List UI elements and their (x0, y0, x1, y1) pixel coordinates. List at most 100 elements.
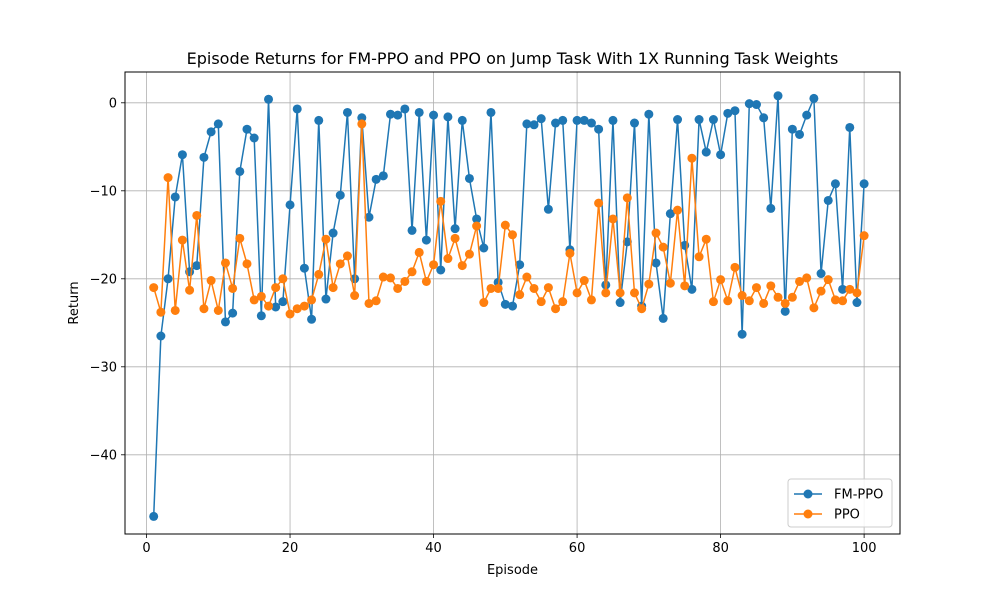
data-point-ppo (450, 233, 460, 243)
data-point-ppo (565, 248, 575, 258)
data-point-ppo (199, 304, 209, 314)
data-point-ppo (601, 288, 611, 298)
data-point-fm-ppo (292, 104, 302, 114)
data-point-ppo (823, 275, 833, 285)
data-point-fm-ppo (766, 203, 776, 213)
data-point-ppo (220, 258, 230, 268)
data-point-fm-ppo (156, 331, 166, 341)
legend-label-ppo: PPO (834, 508, 860, 523)
data-point-ppo (629, 288, 639, 298)
data-point-fm-ppo (730, 106, 740, 116)
data-point-fm-ppo (586, 118, 596, 128)
x-tick-label: 40 (425, 541, 442, 556)
data-point-ppo (701, 234, 711, 244)
data-point-fm-ppo (400, 104, 410, 114)
data-point-fm-ppo (508, 301, 517, 311)
data-point-ppo (694, 252, 704, 262)
data-point-fm-ppo (773, 91, 783, 101)
data-point-fm-ppo (751, 100, 761, 110)
data-point-fm-ppo (759, 113, 769, 123)
data-point-fm-ppo (364, 212, 374, 222)
data-point-ppo (838, 296, 848, 306)
data-point-ppo (443, 254, 453, 264)
data-point-ppo (787, 292, 797, 302)
data-point-ppo (493, 283, 503, 293)
legend-box (787, 478, 893, 528)
data-point-ppo (371, 296, 381, 306)
data-point-fm-ppo (802, 110, 812, 120)
data-point-ppo (364, 298, 374, 308)
data-point-ppo (802, 273, 812, 283)
data-point-ppo (486, 283, 496, 293)
data-point-fm-ppo (242, 124, 252, 134)
data-point-ppo (500, 220, 510, 230)
data-point-fm-ppo (206, 127, 216, 137)
data-point-fm-ppo (701, 147, 711, 157)
data-point-ppo (407, 267, 417, 277)
data-point-fm-ppo (594, 124, 604, 134)
data-point-fm-ppo (429, 110, 439, 120)
data-point-fm-ppo (572, 115, 582, 125)
data-point-fm-ppo (407, 225, 417, 235)
data-point-fm-ppo (271, 302, 281, 312)
data-point-fm-ppo (472, 214, 482, 224)
legend-label-fm-ppo: FM-PPO (834, 488, 883, 503)
data-point-fm-ppo (285, 200, 295, 210)
data-point-fm-ppo (852, 298, 862, 308)
data-point-fm-ppo (830, 179, 840, 189)
data-point-ppo (744, 296, 754, 306)
data-point-ppo (149, 283, 159, 293)
data-point-fm-ppo (708, 115, 718, 125)
data-point-ppo (206, 276, 216, 286)
data-point-ppo (321, 234, 331, 244)
data-point-ppo (472, 221, 482, 231)
data-point-ppo (307, 295, 317, 305)
data-point-fm-ppo (644, 109, 654, 119)
series-ppo (149, 119, 869, 319)
data-point-ppo (335, 259, 345, 269)
data-point-fm-ppo (307, 314, 317, 324)
data-point-fm-ppo (795, 129, 805, 139)
data-point-fm-ppo (558, 115, 568, 125)
data-point-ppo (249, 295, 259, 305)
data-point-fm-ppo (457, 115, 467, 125)
x-tick-label: 0 (142, 541, 150, 556)
data-point-ppo (457, 261, 467, 271)
data-point-fm-ppo (220, 317, 230, 327)
data-point-ppo (228, 283, 238, 293)
x-tick-label: 100 (852, 541, 877, 556)
data-point-ppo (256, 291, 266, 301)
data-point-fm-ppo (823, 195, 833, 205)
data-point-ppo (586, 295, 596, 305)
data-point-fm-ppo (479, 243, 489, 253)
data-point-fm-ppo (522, 119, 532, 129)
data-point-fm-ppo (859, 179, 869, 189)
data-point-fm-ppo (321, 294, 331, 304)
data-point-fm-ppo (744, 99, 754, 109)
data-point-fm-ppo (780, 306, 790, 316)
grid-lines (125, 72, 900, 534)
data-point-fm-ppo (249, 133, 259, 143)
data-point-fm-ppo (845, 122, 855, 132)
data-point-ppo (687, 153, 697, 163)
data-point-ppo (543, 283, 553, 293)
x-axis-label: Episode (487, 563, 538, 578)
data-point-ppo (170, 305, 180, 315)
data-point-fm-ppo (163, 274, 173, 284)
data-point-fm-ppo (551, 118, 561, 128)
data-point-fm-ppo (816, 269, 826, 279)
axis-ticks: 0 20 40 60 80 100 −40 −30 −20 −10 0 (90, 96, 877, 556)
data-point-ppo (558, 297, 568, 307)
data-point-fm-ppo (228, 308, 238, 318)
y-tick-label: −30 (90, 360, 117, 375)
data-point-ppo (773, 292, 783, 302)
data-point-ppo (235, 233, 245, 243)
data-point-ppo (436, 196, 446, 206)
y-tick-label: −40 (90, 448, 117, 463)
data-point-fm-ppo (716, 150, 726, 160)
data-point-ppo (264, 301, 274, 311)
data-point-ppo (386, 273, 396, 283)
data-point-ppo (292, 304, 302, 314)
series-layer (149, 91, 869, 521)
data-point-ppo (673, 205, 683, 215)
